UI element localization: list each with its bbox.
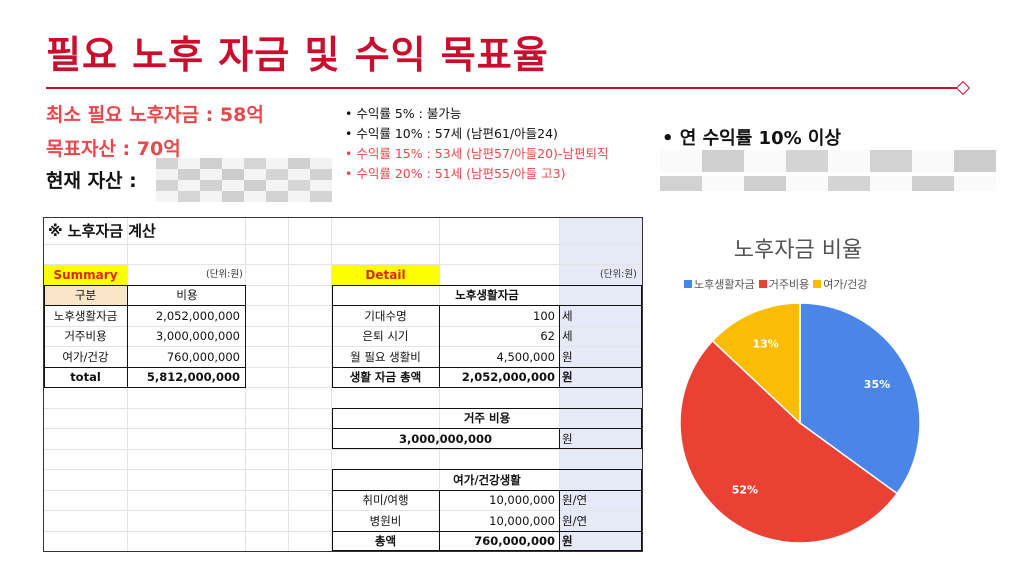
shaded-column (559, 218, 642, 551)
unit-label: (단위:원) (206, 269, 243, 280)
leisure-row-label: 취미/여행 (362, 493, 409, 507)
summary-table-border (44, 285, 246, 388)
summary-total-value: 5,812,000,000 (146, 370, 240, 384)
summary-row-label: 여가/건강 (62, 350, 109, 364)
pie-slice-label: 13% (753, 338, 779, 351)
leisure-row-unit: 원/연 (562, 493, 588, 507)
page-title: 필요 노후 자금 및 수익 목표율 (46, 33, 549, 77)
summary-row-label: 거주비용 (64, 329, 107, 343)
leisure-total-value: 760,000,000 (474, 534, 555, 548)
summary-row-value: 760,000,000 (166, 350, 240, 364)
pie-slice-label: 52% (732, 484, 758, 497)
return-scenarios: 수익률 5% : 불가능 수익률 10% : 57세 (남편61/아들24) 수… (345, 104, 608, 184)
divider-end-marker (955, 80, 971, 96)
leisure-total-label: 총액 (374, 534, 397, 548)
min-fund-text: 최소 필요 노후자금 : 58억 (46, 104, 264, 126)
legend-swatch-blue (684, 280, 692, 288)
leisure-row-unit: 원/연 (562, 514, 588, 528)
legend-swatch-yellow (813, 280, 822, 288)
summary-label: Summary (44, 265, 127, 285)
pie-slice (711, 302, 801, 425)
pie-slice (799, 302, 921, 495)
summary-header-cost: 비용 (176, 288, 198, 302)
legend-item: 노후생활자금 (684, 276, 755, 292)
summary-total-label: total (70, 370, 101, 384)
legend-item: 거주비용 (758, 276, 810, 292)
return-scenario: 수익률 10% : 57세 (남편61/아들24) (345, 124, 608, 144)
housing-header: 거주 비용 (463, 411, 511, 425)
retirement-row-value: 4,500,000 (496, 350, 555, 364)
retirement-row-unit: 세 (562, 309, 573, 323)
return-scenario: 수익률 15% : 53세 (남편57/아들20)-남편퇴직 (345, 144, 608, 164)
legend-label: 노후생활자금 (694, 278, 755, 291)
retirement-header: 노후생활자금 (455, 288, 519, 302)
return-scenario: 수익률 20% : 51세 (남편55/아들 고3) (345, 164, 608, 184)
retirement-row-label: 은퇴 시기 (362, 329, 409, 343)
retirement-total-unit: 원 (562, 370, 573, 384)
target-return-text: • 연 수익률 10% 이상 (662, 128, 842, 149)
legend-item: 여가/건강 (813, 276, 867, 292)
chart-legend: 노후생활자금 거주비용 여가/건강 (684, 276, 867, 292)
legend-swatch-red (758, 280, 767, 288)
redaction-mosaic-right (660, 150, 996, 194)
summary-row-value: 2,052,000,000 (155, 309, 240, 323)
legend-label: 거주비용 (768, 278, 810, 291)
retirement-row-label: 기대수명 (364, 309, 407, 323)
leisure-row-value: 10,000,000 (489, 514, 555, 528)
pie-slice (679, 339, 899, 544)
summary-header-category: 구분 (74, 288, 97, 302)
pie-chart: 35% 52% 13% (679, 302, 921, 544)
sheet-heading: ※ 노후자금 계산 (48, 222, 156, 240)
retirement-fund-sheet: ※ 노후자금 계산 Summary (단위:원) 구분 비용 노후생활자금 2,… (43, 217, 643, 552)
housing-value: 3,000,000,000 (398, 432, 493, 446)
detail-label: Detail (332, 265, 439, 285)
retirement-row-value: 62 (540, 329, 555, 343)
retirement-row-label: 월 필요 생활비 (350, 350, 421, 364)
current-asset-label: 현재 자산 : (46, 170, 137, 192)
summary-row-value: 3,000,000,000 (155, 329, 240, 343)
retirement-row-value: 100 (533, 309, 555, 323)
target-asset-text: 목표자산 : 70억 (46, 138, 181, 160)
leisure-row-value: 10,000,000 (489, 493, 555, 507)
leisure-total-unit: 원 (562, 534, 573, 548)
pie-slice-label: 35% (864, 378, 890, 391)
legend-label: 여가/건강 (823, 278, 868, 291)
summary-row-label: 노후생활자금 (53, 309, 118, 323)
title-divider (46, 87, 962, 89)
leisure-row-label: 병원비 (369, 514, 402, 528)
retirement-total-value: 2,052,000,000 (461, 370, 555, 384)
retirement-table-border (332, 285, 642, 388)
retirement-total-label: 생활 자금 총액 (349, 370, 422, 384)
summary-header-bg (44, 286, 127, 306)
unit-label: (단위:원) (600, 269, 637, 280)
return-scenario: 수익률 5% : 불가능 (345, 104, 608, 124)
housing-unit: 원 (562, 432, 573, 446)
redaction-mosaic (156, 158, 332, 202)
chart-title: 노후자금 비율 (733, 238, 863, 263)
retirement-row-unit: 원 (562, 350, 573, 364)
retirement-row-unit: 세 (562, 329, 573, 343)
leisure-header: 여가/건강생활 (453, 473, 521, 487)
leisure-table-border (332, 469, 642, 551)
